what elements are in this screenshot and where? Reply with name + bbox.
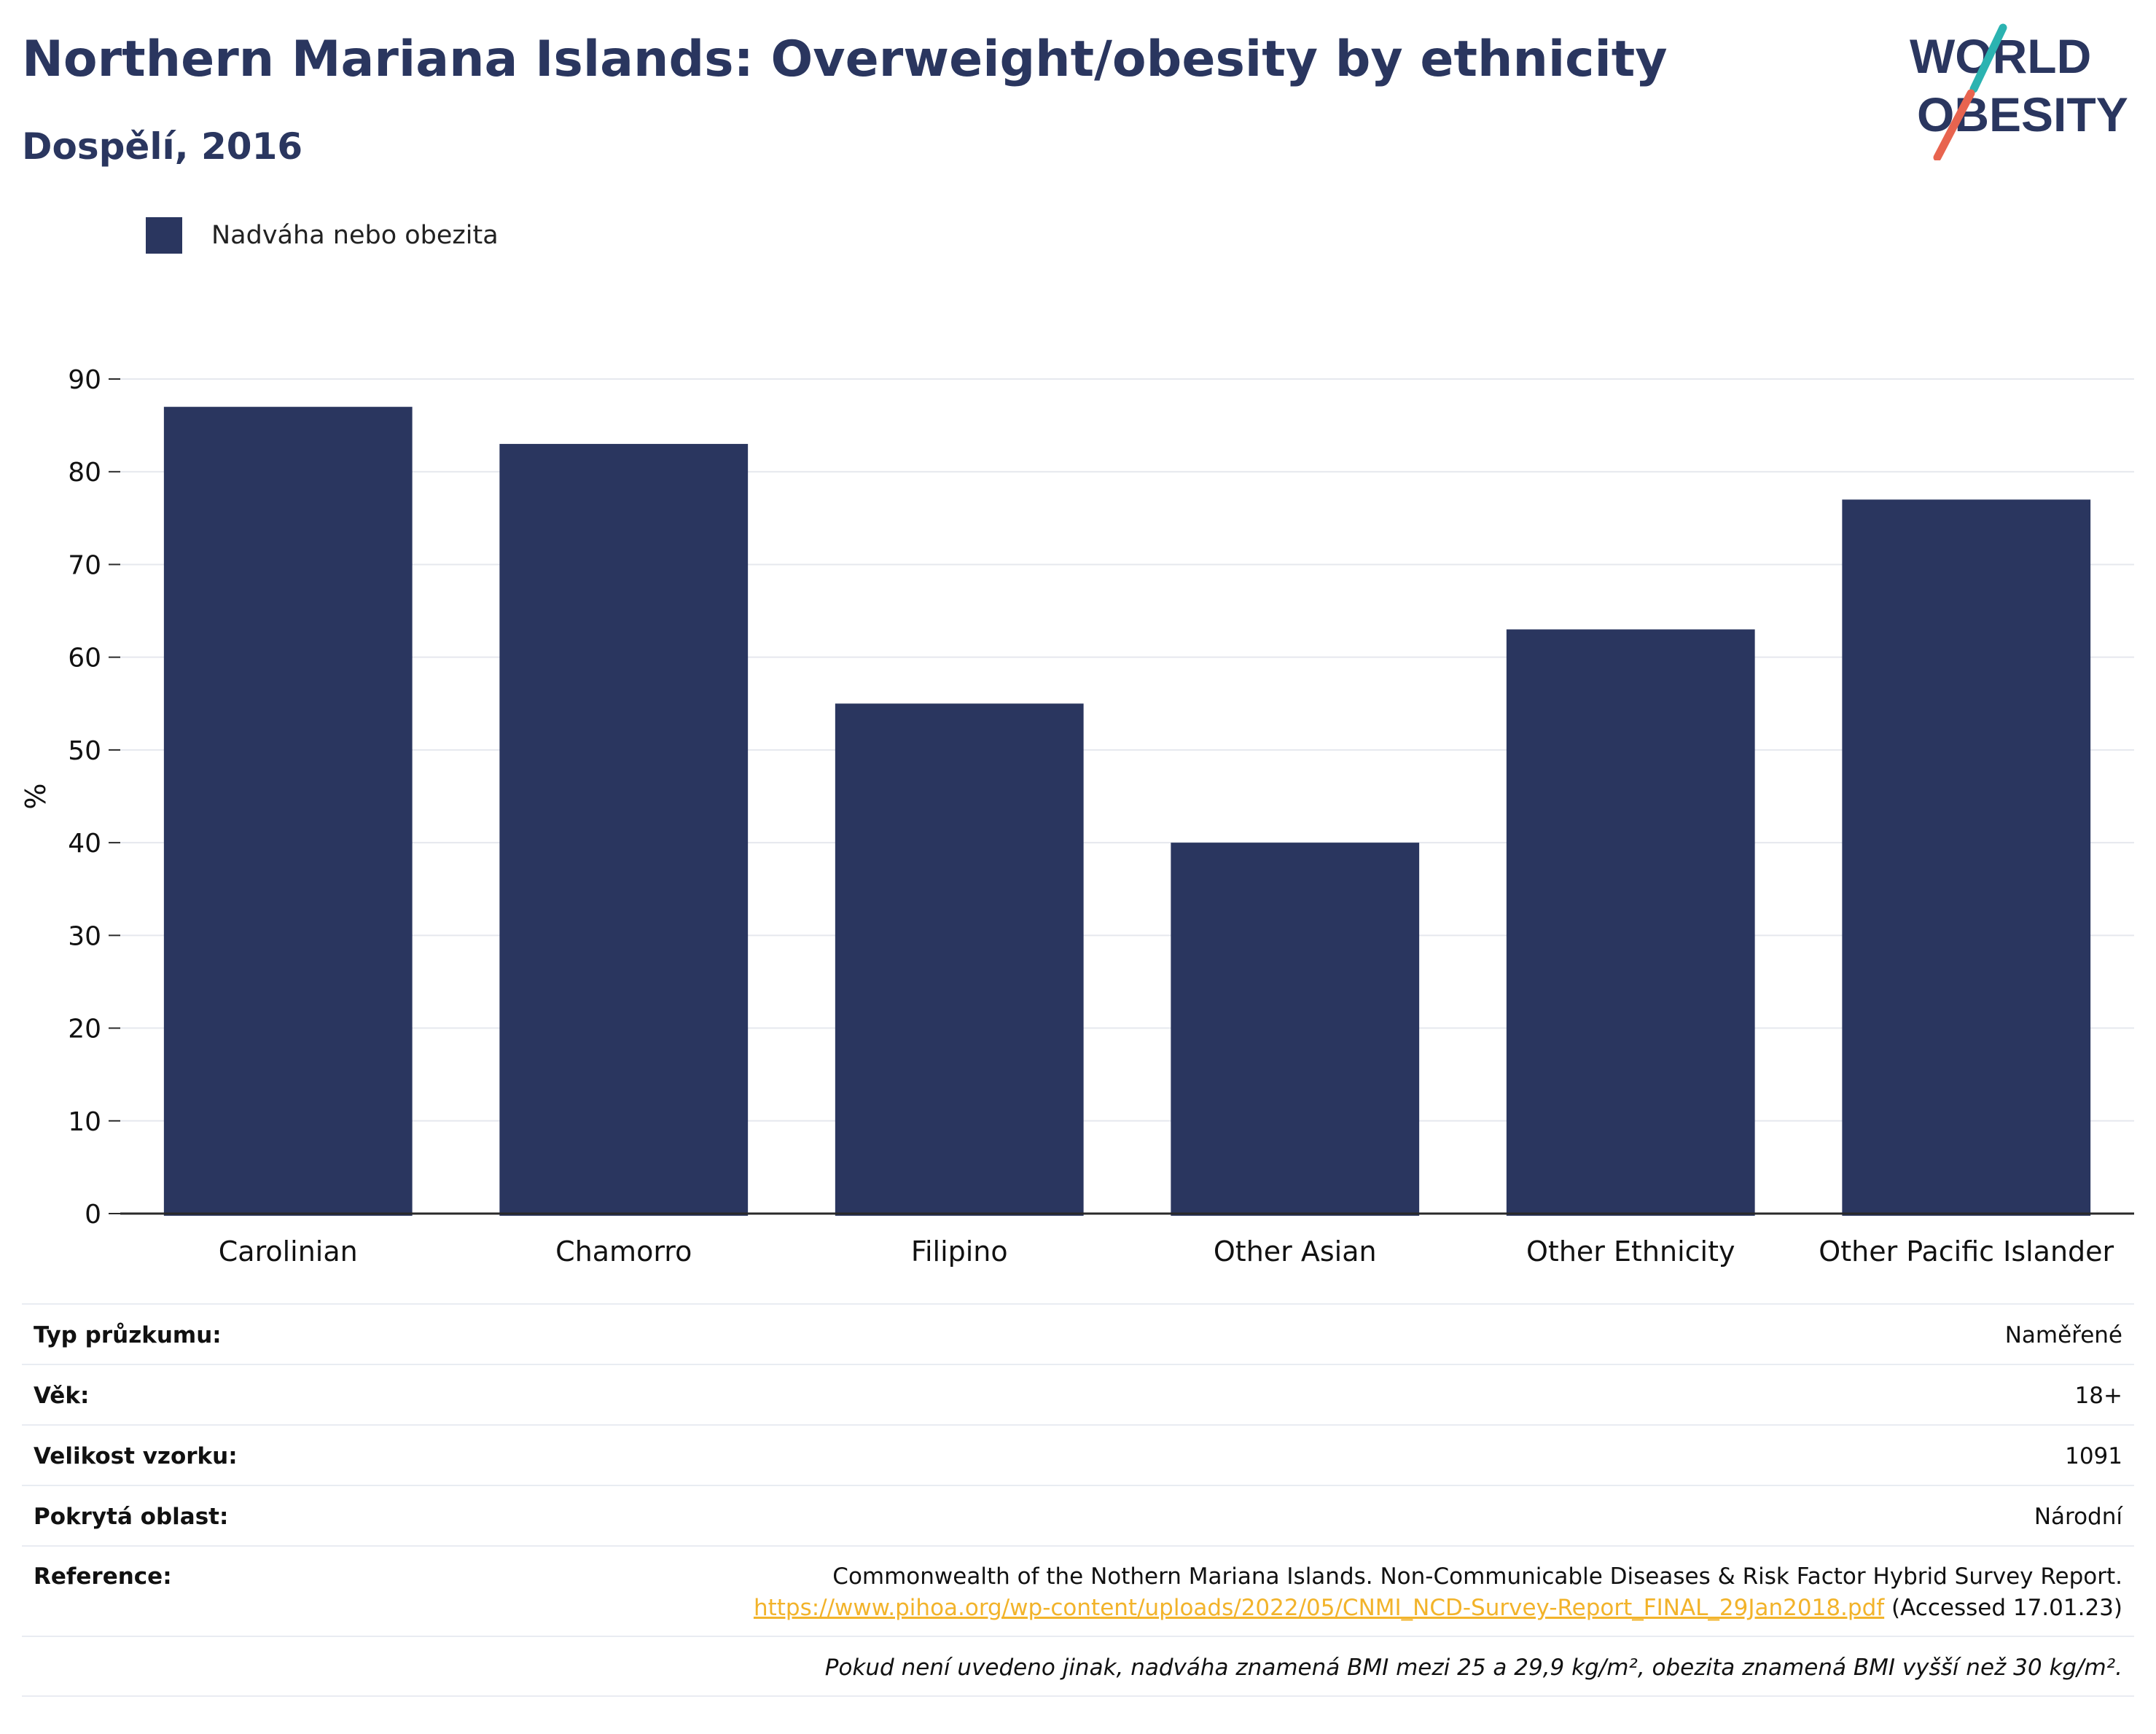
meta-label-sample-size: Velikost vzorku: [34,1443,238,1469]
logo-slash-teal [1969,23,2007,93]
x-tick-label: Chamorro [555,1235,692,1268]
legend-label: Nadváha nebo obezita [211,221,499,250]
bar-other-asian [1171,843,1420,1216]
x-tick-label: Filipino [911,1235,1008,1268]
bar-filipino [835,703,1084,1216]
y-axis-label: % [20,783,52,809]
reference-link[interactable]: https://www.pihoa.org/wp-content/uploads… [753,1595,1885,1621]
reference-text: Commonwealth of the Nothern Mariana Isla… [832,1563,2122,1590]
meta-value-age: 18+ [2074,1383,2122,1409]
gridlines [120,378,2134,1122]
survey-metadata-table: Typ průzkumu: Naměřené Věk: 18+ Velikost… [22,1303,2134,1697]
reference-accessed: (Accessed 17.01.23) [1884,1595,2122,1621]
x-tick-label: Other Pacific Islander [1819,1235,2114,1268]
bar-carolinian [163,407,413,1216]
world-obesity-logo: WORLD OBESITY [1910,23,2128,160]
y-axis-ticks: 0 10 20 30 40 50 60 70 80 90 [68,365,120,1230]
y-tick-label: 0 [85,1200,101,1230]
meta-label-reference: Reference: [34,1563,172,1590]
meta-label-area: Pokrytá oblast: [34,1504,229,1530]
y-tick-label: 30 [68,921,101,951]
meta-label-age: Věk: [34,1383,90,1409]
y-tick-label: 70 [68,550,101,580]
chart-title: Northern Mariana Islands: Overweight/obe… [22,31,1668,88]
logo-slash-coral [1933,89,1975,160]
y-tick-label: 60 [68,644,101,673]
meta-value-reference: Commonwealth of the Nothern Mariana Isla… [754,1561,2122,1624]
meta-row-area: Pokrytá oblast: Národní [22,1485,2134,1545]
y-tick-label: 20 [68,1015,101,1044]
x-tick-label: Other Ethnicity [1526,1235,1735,1268]
x-axis-ticks: Carolinian Chamorro Filipino Other Asian Oth… [219,1235,2114,1268]
meta-value-survey-type: Naměřené [2004,1322,2122,1348]
y-tick-label: 90 [68,365,101,395]
y-tick-label: 50 [68,736,101,766]
bars [163,407,2091,1216]
bar-other-pacific-islander [1842,499,2091,1216]
meta-row-age: Věk: 18+ [22,1364,2134,1424]
bar-other-ethnicity [1506,629,1755,1216]
meta-value-area: Národní [2034,1504,2122,1530]
bmi-definition-note: Pokud není uvedeno jinak, nadváha znamen… [824,1655,2122,1681]
x-tick-label: Carolinian [219,1235,358,1268]
bar-chart: 0 10 20 30 40 50 60 70 80 90 Carolinian Chamorro Fi… [20,365,2134,1268]
legend: Nadváha nebo obezita [146,216,499,255]
y-tick-label: 40 [68,829,101,859]
meta-label-survey-type: Typ průzkumu: [34,1322,222,1348]
meta-row-sample-size: Velikost vzorku: 1091 [22,1424,2134,1485]
chart-subtitle: Dospělí, 2016 [22,125,303,168]
bar-chamorro [499,444,749,1216]
meta-row-survey-type: Typ průzkumu: Naměřené [22,1303,2134,1364]
meta-row-reference: Reference: Commonwealth of the Nothern M… [22,1545,2134,1636]
legend-swatch [146,217,182,254]
meta-row-note: Pokud není uvedeno jinak, nadváha znamen… [22,1636,2134,1697]
meta-value-sample-size: 1091 [2065,1443,2122,1469]
y-tick-label: 80 [68,458,101,488]
x-tick-label: Other Asian [1214,1235,1377,1268]
y-tick-label: 10 [68,1107,101,1137]
